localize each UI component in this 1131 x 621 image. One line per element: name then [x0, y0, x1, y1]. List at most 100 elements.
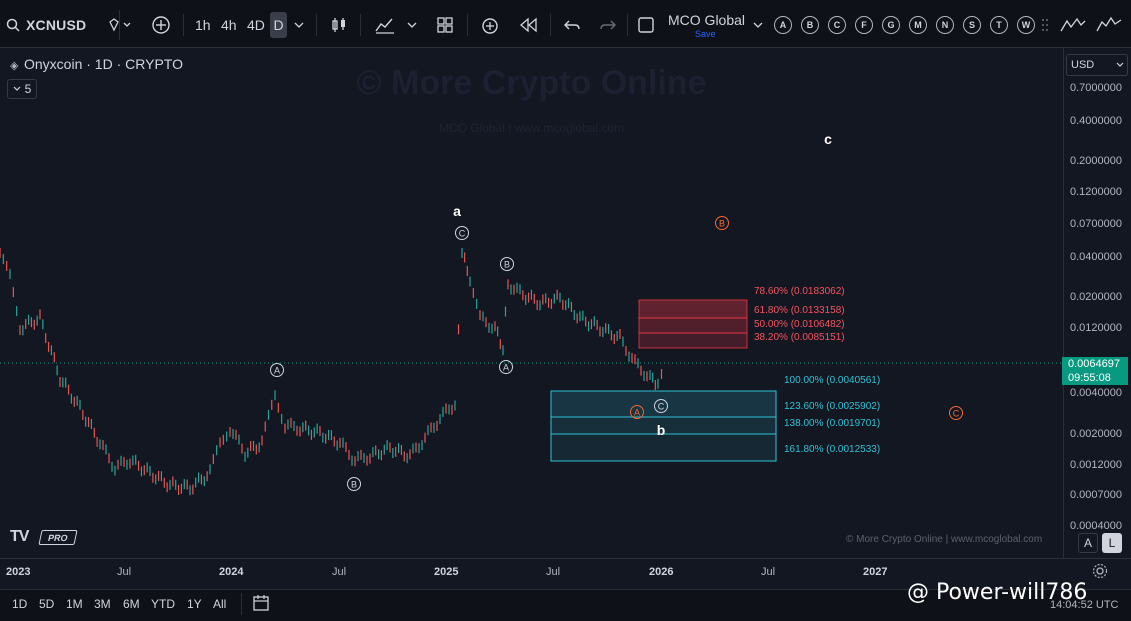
wave-tool-button-2[interactable]: [1094, 12, 1124, 38]
toolbar-separator: [550, 14, 551, 36]
time-label: 2023: [6, 566, 31, 578]
timeframe-4h[interactable]: 4h: [221, 17, 237, 33]
price-label: 0.0700000: [1070, 218, 1122, 230]
drawing-button-c[interactable]: C: [828, 16, 846, 34]
drawing-button-n[interactable]: N: [936, 16, 954, 34]
wave-tool-button[interactable]: [1058, 12, 1088, 38]
search-icon: [6, 18, 20, 32]
pro-badge: PRO: [38, 530, 78, 545]
compare-menu[interactable]: [100, 12, 140, 38]
range-1d[interactable]: 1D: [12, 597, 28, 611]
drag-handle[interactable]: [1035, 12, 1055, 38]
fib-zone-786-618[interactable]: [638, 299, 748, 319]
indicators-collapse-button[interactable]: 5: [7, 79, 37, 99]
time-label: Jul: [117, 566, 132, 578]
add-symbol-button[interactable]: [148, 12, 174, 38]
layout-dropdown[interactable]: [751, 12, 765, 38]
chart-type-button[interactable]: [328, 12, 350, 38]
time-label: 2024: [219, 566, 244, 578]
alert-button[interactable]: [478, 12, 502, 38]
drawing-button-f[interactable]: F: [855, 16, 873, 34]
fib-ext-zone-138-1618[interactable]: [550, 433, 777, 462]
redo-button[interactable]: [597, 12, 619, 38]
fib-ext-label-138: 138.00% (0.0019701): [784, 418, 880, 429]
range-1m[interactable]: 1M: [66, 597, 83, 611]
drawing-button-a[interactable]: A: [774, 16, 792, 34]
wave-label-A-2024[interactable]: A: [270, 363, 284, 377]
timeframe-1h[interactable]: 1h: [195, 17, 211, 33]
indicators-button[interactable]: [372, 12, 398, 38]
timeframe-4d[interactable]: 4D: [247, 17, 265, 33]
diamond-chevron-icon: [109, 18, 131, 32]
watermark-subtitle: MCO Global | www.mcoglobal.com: [438, 121, 625, 135]
timeframe-d[interactable]: D: [270, 12, 287, 38]
wave-label-B-2025[interactable]: B: [500, 257, 514, 271]
time-axis[interactable]: [0, 558, 1131, 586]
range-1y[interactable]: 1Y: [187, 597, 202, 611]
indicators-icon: [375, 18, 394, 34]
elliott-wave-icon: [1060, 17, 1086, 32]
chevron-down-icon: [294, 22, 304, 28]
indicators-dropdown[interactable]: [405, 12, 419, 38]
symbol-search[interactable]: XCNUSD: [2, 10, 120, 40]
price-label: 0.0004000: [1070, 520, 1122, 532]
fib-label-500: 50.00% (0.0106482): [754, 319, 845, 330]
range-6m[interactable]: 6M: [123, 597, 140, 611]
fib-zone-618-500[interactable]: [638, 317, 748, 334]
range-3m[interactable]: 3M: [94, 597, 111, 611]
range-all[interactable]: All: [213, 597, 227, 611]
drawing-button-g[interactable]: G: [882, 16, 900, 34]
time-label: Jul: [761, 566, 776, 578]
currency-select[interactable]: USD: [1066, 54, 1128, 76]
range-5d[interactable]: 5D: [39, 597, 55, 611]
fullscreen-button[interactable]: [635, 12, 657, 38]
utc-clock: 14:04:52 UTC: [1050, 599, 1119, 611]
layout-name[interactable]: MCO Global: [668, 12, 746, 28]
wave-label-a[interactable]: a: [453, 203, 461, 219]
svg-text:C: C: [658, 402, 665, 412]
range-ytd[interactable]: YTD: [151, 597, 175, 611]
drawing-button-t[interactable]: T: [990, 16, 1008, 34]
square-icon: [638, 17, 654, 33]
auto-scale-button[interactable]: A: [1078, 533, 1098, 553]
wave-label-b[interactable]: b: [657, 422, 666, 438]
timeframe-dropdown[interactable]: [292, 12, 306, 38]
price-chart: 78.60% (0.0183062) 61.80% (0.0133158) 50…: [0, 131, 1063, 496]
save-label[interactable]: Save: [695, 29, 716, 39]
price-label: 0.0040000: [1070, 387, 1122, 399]
projection-label-B[interactable]: B: [715, 216, 729, 230]
fib-ext-zone-100-1236[interactable]: [550, 390, 777, 418]
undo-button[interactable]: [561, 12, 583, 38]
wave-label-C-top[interactable]: C: [455, 226, 469, 240]
indicator-count: 5: [24, 82, 32, 96]
time-label: Jul: [332, 566, 347, 578]
drawing-button-s[interactable]: S: [963, 16, 981, 34]
svg-text:B: B: [719, 219, 725, 229]
wave-label-A-2025[interactable]: A: [499, 360, 513, 374]
symbol-logo-icon: ◈: [10, 60, 19, 72]
overlay-handle-text: @ Power-will786: [907, 580, 1088, 605]
price-label: 0.2000000: [1070, 155, 1122, 167]
layouts-button[interactable]: [433, 12, 457, 38]
wave-label-c[interactable]: c: [824, 131, 832, 147]
price-axis[interactable]: [1063, 48, 1131, 558]
tradingview-logo: TV: [10, 528, 29, 545]
drawing-button-m[interactable]: M: [909, 16, 927, 34]
fib-zone-500-382[interactable]: [638, 332, 748, 349]
goto-settings-button[interactable]: [1092, 563, 1108, 584]
projection-label-A[interactable]: A: [630, 405, 644, 419]
impulse-wave-icon: [1096, 16, 1122, 32]
svg-text:C: C: [459, 229, 466, 239]
log-scale-button[interactable]: L: [1102, 533, 1122, 553]
projection-label-C[interactable]: C: [949, 406, 963, 420]
svg-text:A: A: [503, 363, 509, 373]
drawing-button-w[interactable]: W: [1017, 16, 1035, 34]
replay-button[interactable]: [516, 12, 540, 38]
plus-circle-icon: [152, 16, 170, 34]
drawing-button-b[interactable]: B: [801, 16, 819, 34]
wave-label-B-2024[interactable]: B: [347, 477, 361, 491]
wave-label-C-2026[interactable]: C: [654, 399, 668, 413]
toolbar-separator: [316, 14, 317, 36]
time-label: 2027: [863, 566, 888, 578]
date-range-button[interactable]: [252, 594, 272, 617]
